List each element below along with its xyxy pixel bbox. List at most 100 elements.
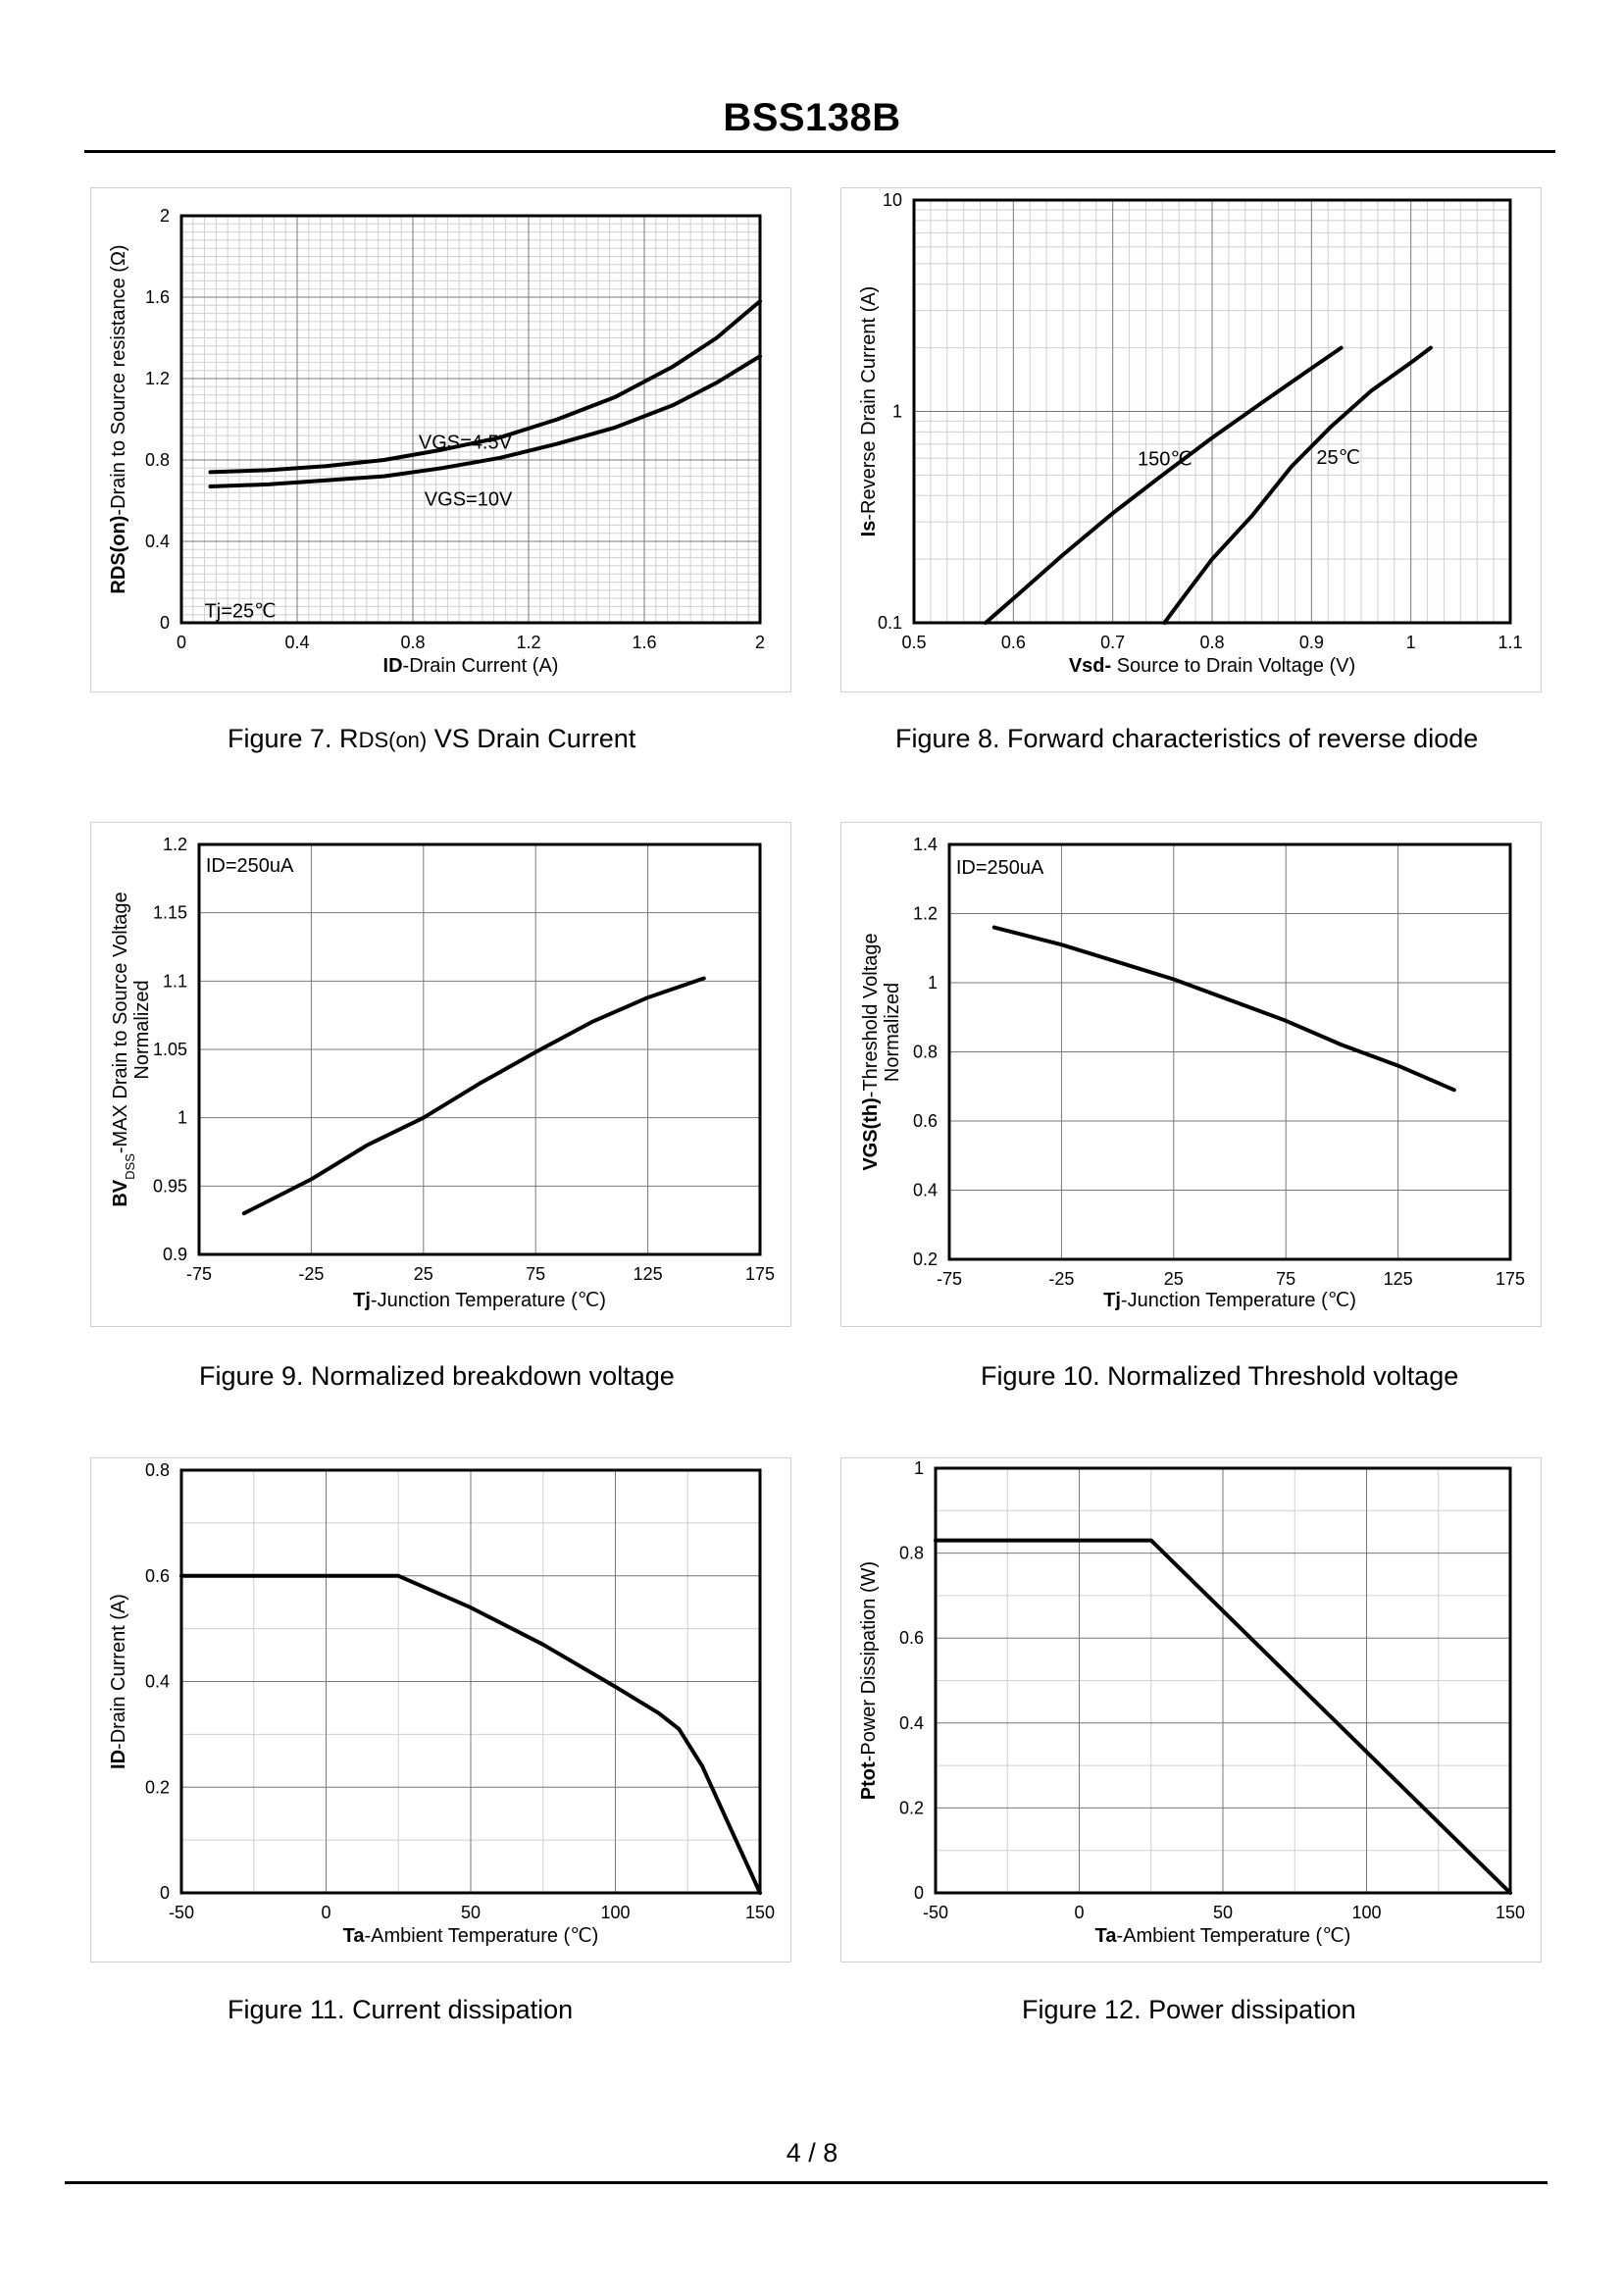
chart-annotation: VGS=10V <box>425 488 513 510</box>
y-tick-label: 0.8 <box>899 1544 924 1563</box>
plot-frame <box>179 1468 762 1895</box>
x-tick-label: 50 <box>1213 1903 1233 1922</box>
y-tick-label: 0.2 <box>145 1777 170 1797</box>
y-tick-label: 1.1 <box>163 971 187 991</box>
figure-8-caption: Figure 8. Forward characteristics of rev… <box>895 724 1479 753</box>
y-axis-label-text: -Power Dissipation (W) <box>858 1561 880 1761</box>
x-tick-label: 0.9 <box>1299 633 1324 652</box>
series-line <box>208 299 762 475</box>
x-axis-label: ID-Drain Current (A) <box>383 655 559 677</box>
x-tick-label: 150 <box>745 1903 775 1922</box>
y-axis-label-bold: RDS(on) <box>108 516 129 594</box>
y-tick-label: 10 <box>883 190 902 210</box>
x-tick-label: 50 <box>461 1903 481 1922</box>
figure-10-caption: Figure 10. Normalized Threshold voltage <box>981 1361 1459 1391</box>
y-axis-label-text: -Drain Current (A) <box>108 1594 129 1750</box>
figure-8-panel: 0.5 0.6 0.7 0.8 0.9 1 1.1 0.1 1 10 150℃ 25℃ Vsd- Sou… <box>840 187 1542 692</box>
x-tick-label: 150 <box>1496 1903 1525 1922</box>
y-tick-label: 1.15 <box>153 903 187 923</box>
x-axis-label: Ta-Ambient Temperature (℃) <box>343 1925 599 1947</box>
y-axis-label: Ptot-Power Dissipation (W) <box>858 1561 880 1800</box>
x-tick-label: -50 <box>169 1903 194 1922</box>
y-tick-label: 0.6 <box>145 1566 170 1586</box>
y-axis-label-bold: ID <box>108 1750 129 1769</box>
y-tick-label: 1.2 <box>145 369 170 388</box>
y-tick-label: 0.4 <box>145 532 170 551</box>
x-axis-label-text: -Junction Temperature (℃) <box>371 1290 606 1311</box>
y-tick-label: 0.4 <box>899 1713 924 1733</box>
y-axis-label-text: -Reverse Drain Current (A) <box>858 286 880 521</box>
x-tick-label: 0.5 <box>901 633 926 652</box>
x-axis-label-text: Source to Drain Voltage (V) <box>1111 655 1355 677</box>
x-axis-label-bold: Vsd- <box>1069 655 1111 677</box>
chart-annotation: VGS=4.5V <box>419 432 513 453</box>
figure-10-chart: -75 -25 25 75 125 175 0.2 0.4 0.6 0.8 1 1.2 1.4 ID=25… <box>860 835 1525 1311</box>
y-axis-label-text: -MAX Drain to Source Voltage <box>110 892 131 1153</box>
x-axis-label-bold: ID <box>383 655 403 677</box>
y-axis-label: BVDSS-MAX Drain to Source Voltage <box>110 892 137 1206</box>
footer-rule <box>65 2181 1548 2184</box>
plot-frame <box>934 1466 1512 1895</box>
x-axis-label-bold: Ta <box>1095 1925 1118 1947</box>
y-tick-label: 0.1 <box>878 613 902 633</box>
x-tick-label: 25 <box>414 1264 433 1284</box>
y-axis-label-bold: VGS(th) <box>860 1097 882 1170</box>
series-line <box>241 976 706 1216</box>
x-tick-label: 75 <box>1276 1269 1295 1289</box>
x-tick-label: -25 <box>298 1264 324 1284</box>
figure-9-caption: Figure 9. Normalized breakdown voltage <box>199 1361 675 1391</box>
chart-annotation: ID=250uA <box>206 855 294 877</box>
y-tick-label: 0.6 <box>913 1111 938 1131</box>
x-axis-label-bold: Ta <box>343 1925 366 1947</box>
x-axis-label-text: -Drain Current (A) <box>403 655 559 677</box>
x-tick-label: 0.6 <box>1001 633 1026 652</box>
y-axis-label-bold: BV <box>110 1179 131 1206</box>
chart-annotation: ID=250uA <box>956 857 1044 879</box>
x-tick-label: 1 <box>1406 633 1416 652</box>
y-axis-label-bold: Is <box>858 521 880 537</box>
series-line <box>991 925 1456 1093</box>
x-tick-label: 1.2 <box>516 633 540 652</box>
figure-7-caption: Figure 7. RDS(on) VS Drain Current <box>228 724 635 754</box>
y-tick-label: 1.2 <box>163 835 187 854</box>
figure-8-chart: 0.5 0.6 0.7 0.8 0.9 1 1.1 0.1 1 10 150℃ 25℃ Vsd- Sou… <box>858 190 1523 677</box>
y-axis-label-line2: Normalized <box>131 980 153 1079</box>
figure-12-panel: -50 0 50 100 150 0 0.2 0.4 0.6 0.8 1 Ta-Ambient Tem… <box>840 1457 1542 1963</box>
y-tick-label: 0.8 <box>913 1043 938 1062</box>
y-tick-label: 1.6 <box>145 287 170 307</box>
figure-9-panel: -75 -25 25 75 125 175 0.9 0.95 1 1.05 1.1 1.15 1.2 ID… <box>90 822 791 1327</box>
y-axis-label-bold: Ptot <box>858 1761 880 1800</box>
plot-frame <box>197 842 762 1256</box>
y-axis-label-text: -Drain to Source resistance (Ω) <box>108 244 129 515</box>
series-line <box>1162 345 1433 625</box>
y-tick-label: 1.4 <box>913 835 938 854</box>
x-tick-label: 125 <box>1384 1269 1413 1289</box>
x-tick-label: 175 <box>1496 1269 1525 1289</box>
figure-7-caption-prefix: Figure 7. R <box>228 724 359 753</box>
x-axis-label: Ta-Ambient Temperature (℃) <box>1095 1925 1351 1947</box>
y-axis-label: Is-Reverse Drain Current (A) <box>858 286 880 537</box>
x-tick-label: 0.8 <box>400 633 425 652</box>
x-tick-label: 75 <box>526 1264 545 1284</box>
series-line <box>984 345 1344 625</box>
x-tick-label: 25 <box>1164 1269 1184 1289</box>
x-tick-label: 0.7 <box>1100 633 1125 652</box>
figure-10-panel: -75 -25 25 75 125 175 0.2 0.4 0.6 0.8 1 1.2 1.4 ID=25… <box>840 822 1542 1327</box>
x-axis-label-bold: Tj <box>1103 1290 1121 1311</box>
figure-11-panel: -50 0 50 100 150 0 0.2 0.4 0.6 0.8 Ta-Ambient Temp… <box>90 1457 791 1963</box>
header-rule <box>84 150 1555 153</box>
x-axis-label: Tj-Junction Temperature (℃) <box>1103 1290 1356 1311</box>
figure-7-caption-suffix: VS Drain Current <box>427 724 636 753</box>
y-axis-label-line2: Normalized <box>882 983 903 1082</box>
y-axis-label: ID-Drain Current (A) <box>108 1594 129 1769</box>
y-tick-label: 0 <box>160 613 170 633</box>
x-axis-label: Tj-Junction Temperature (℃) <box>353 1290 606 1311</box>
x-tick-label: 0.8 <box>1199 633 1224 652</box>
document-title: BSS138B <box>723 96 901 139</box>
y-axis-label-text: -Threshold Voltage <box>860 933 882 1097</box>
figure-11-caption: Figure 11. Current dissipation <box>228 1995 574 2024</box>
y-tick-label: 1 <box>928 973 938 993</box>
figure-7-panel: 0 0.4 0.8 1.2 1.6 2 0 0.4 0.8 1.2 1.6 2 VGS=4.5V VGS=… <box>90 187 791 692</box>
